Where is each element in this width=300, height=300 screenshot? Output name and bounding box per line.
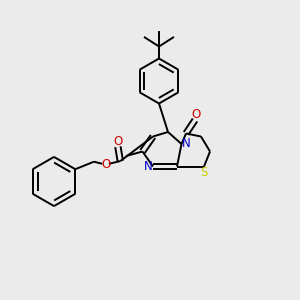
Text: O: O — [113, 135, 122, 148]
Text: O: O — [101, 158, 110, 171]
Text: N: N — [144, 160, 153, 173]
Text: N: N — [182, 136, 191, 150]
Text: O: O — [191, 108, 200, 122]
Text: S: S — [200, 166, 208, 179]
